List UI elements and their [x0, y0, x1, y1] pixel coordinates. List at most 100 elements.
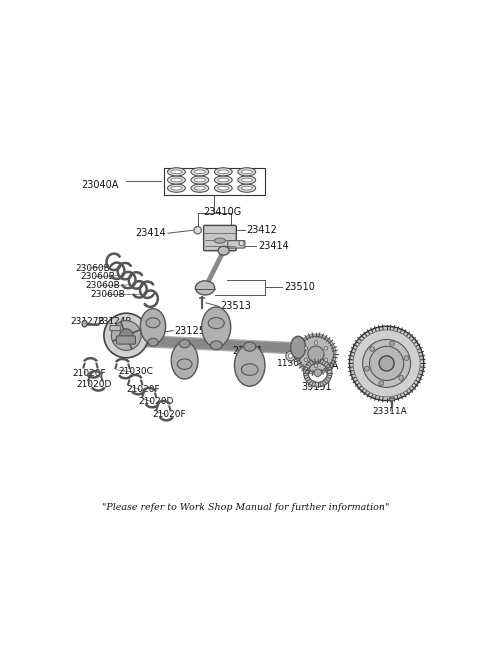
- Ellipse shape: [215, 176, 232, 184]
- Ellipse shape: [148, 338, 158, 346]
- Text: 23060B: 23060B: [81, 272, 115, 281]
- Text: 23410G: 23410G: [204, 207, 242, 217]
- FancyBboxPatch shape: [110, 325, 120, 330]
- Ellipse shape: [191, 184, 209, 193]
- Ellipse shape: [171, 342, 198, 379]
- Ellipse shape: [218, 170, 229, 173]
- Ellipse shape: [168, 168, 185, 176]
- Text: 23412: 23412: [247, 225, 277, 235]
- Ellipse shape: [291, 336, 306, 359]
- Ellipse shape: [191, 176, 209, 184]
- Ellipse shape: [194, 187, 205, 190]
- Ellipse shape: [194, 178, 205, 182]
- Ellipse shape: [241, 187, 252, 190]
- Circle shape: [304, 346, 308, 350]
- Circle shape: [111, 321, 141, 350]
- Ellipse shape: [202, 307, 231, 347]
- Text: 23513: 23513: [221, 302, 252, 311]
- Circle shape: [314, 369, 322, 376]
- Text: "Please refer to Work Shop Manual for further information": "Please refer to Work Shop Manual for fu…: [102, 503, 390, 512]
- Ellipse shape: [82, 320, 87, 327]
- Text: 21020D: 21020D: [138, 397, 173, 406]
- Ellipse shape: [208, 317, 224, 328]
- Ellipse shape: [168, 184, 185, 193]
- Circle shape: [390, 341, 395, 346]
- Circle shape: [298, 336, 334, 372]
- Text: 39190A: 39190A: [302, 361, 339, 371]
- Text: 23127B: 23127B: [71, 317, 105, 327]
- Circle shape: [353, 330, 420, 397]
- FancyBboxPatch shape: [164, 168, 264, 195]
- Ellipse shape: [238, 176, 256, 184]
- Circle shape: [370, 346, 404, 380]
- Ellipse shape: [241, 178, 252, 182]
- Circle shape: [314, 364, 318, 367]
- Circle shape: [286, 351, 296, 361]
- Ellipse shape: [238, 184, 256, 193]
- Circle shape: [120, 328, 133, 342]
- Ellipse shape: [241, 170, 252, 173]
- Ellipse shape: [210, 341, 222, 350]
- Ellipse shape: [218, 178, 229, 182]
- Text: 23111: 23111: [232, 346, 263, 356]
- Text: 23414: 23414: [258, 241, 288, 251]
- Text: 23510: 23510: [284, 282, 315, 292]
- Text: 21020F: 21020F: [152, 410, 186, 419]
- Ellipse shape: [177, 359, 192, 369]
- Circle shape: [304, 358, 308, 362]
- Ellipse shape: [218, 246, 229, 255]
- Ellipse shape: [195, 281, 215, 295]
- Ellipse shape: [215, 184, 232, 193]
- Ellipse shape: [179, 340, 190, 348]
- Circle shape: [194, 227, 202, 234]
- Ellipse shape: [171, 170, 182, 173]
- Ellipse shape: [389, 398, 395, 401]
- Text: 21020F: 21020F: [72, 369, 106, 378]
- Circle shape: [104, 313, 148, 358]
- Circle shape: [296, 334, 336, 374]
- Ellipse shape: [244, 342, 256, 351]
- Text: 23040A: 23040A: [82, 180, 119, 190]
- Circle shape: [370, 346, 374, 351]
- Ellipse shape: [215, 238, 226, 243]
- Circle shape: [404, 355, 409, 361]
- Text: 23124B: 23124B: [97, 317, 132, 327]
- Circle shape: [379, 381, 384, 386]
- Ellipse shape: [140, 309, 166, 344]
- Circle shape: [363, 340, 410, 388]
- Text: 23060B: 23060B: [75, 263, 109, 273]
- Circle shape: [239, 240, 244, 246]
- Ellipse shape: [241, 364, 258, 375]
- Circle shape: [349, 327, 424, 401]
- Text: 23125: 23125: [174, 326, 205, 336]
- Ellipse shape: [171, 178, 182, 182]
- Ellipse shape: [146, 318, 160, 328]
- Ellipse shape: [218, 187, 229, 190]
- Ellipse shape: [194, 170, 205, 173]
- Circle shape: [364, 367, 369, 371]
- Ellipse shape: [215, 168, 232, 176]
- Text: 39191: 39191: [302, 382, 333, 392]
- Circle shape: [324, 346, 328, 350]
- Ellipse shape: [238, 168, 256, 176]
- Text: 23060B: 23060B: [85, 281, 120, 290]
- Circle shape: [379, 356, 394, 371]
- Ellipse shape: [171, 187, 182, 190]
- FancyBboxPatch shape: [204, 225, 236, 251]
- Ellipse shape: [234, 344, 265, 386]
- Circle shape: [314, 341, 318, 344]
- Circle shape: [288, 353, 293, 358]
- Circle shape: [324, 358, 328, 362]
- FancyBboxPatch shape: [228, 240, 245, 248]
- Ellipse shape: [191, 168, 209, 176]
- Text: 11304B: 11304B: [276, 359, 311, 368]
- Text: 23200B: 23200B: [365, 357, 403, 367]
- FancyBboxPatch shape: [117, 336, 135, 344]
- Text: 23060B: 23060B: [91, 290, 125, 299]
- Ellipse shape: [168, 176, 185, 184]
- Text: 21020D: 21020D: [77, 380, 112, 389]
- Text: 21020F: 21020F: [126, 385, 160, 394]
- Text: 23311A: 23311A: [372, 407, 407, 417]
- Text: 23414: 23414: [135, 228, 166, 238]
- Circle shape: [399, 376, 404, 380]
